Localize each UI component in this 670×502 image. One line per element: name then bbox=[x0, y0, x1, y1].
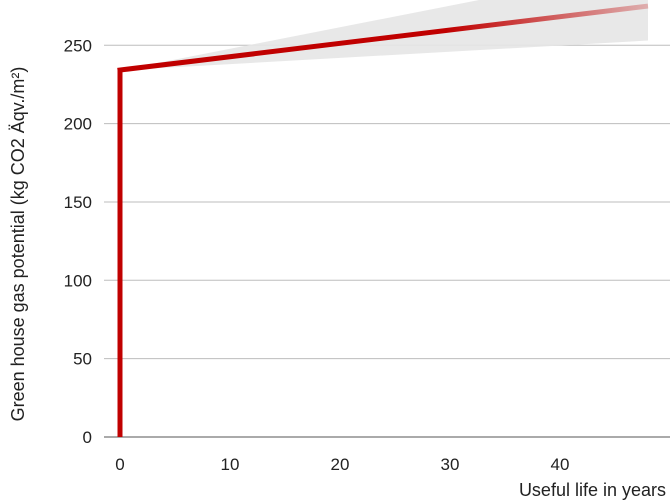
x-tick-label: 10 bbox=[221, 455, 240, 474]
y-tick-label: 100 bbox=[64, 271, 92, 290]
y-tick-label: 200 bbox=[64, 115, 92, 134]
x-tick-label: 30 bbox=[441, 455, 460, 474]
x-tick-label: 0 bbox=[115, 455, 124, 474]
y-tick-label: 50 bbox=[73, 350, 92, 369]
x-axis-label: Useful life in years bbox=[519, 480, 666, 500]
y-axis-label: Green house gas potential (kg CO2 Äqv./m… bbox=[8, 67, 28, 422]
grid-lines bbox=[104, 44, 670, 438]
tick-labels: 0 50 100 150 200 250 0 10 20 30 40 bbox=[64, 36, 570, 474]
y-tick-label: 150 bbox=[64, 193, 92, 212]
series-line-growth bbox=[117, 3, 649, 73]
y-tick-label: 0 bbox=[83, 428, 92, 447]
x-tick-label: 40 bbox=[551, 455, 570, 474]
series-lines bbox=[117, 3, 649, 437]
y-tick-label: 250 bbox=[64, 36, 92, 55]
x-tick-label: 20 bbox=[331, 455, 350, 474]
